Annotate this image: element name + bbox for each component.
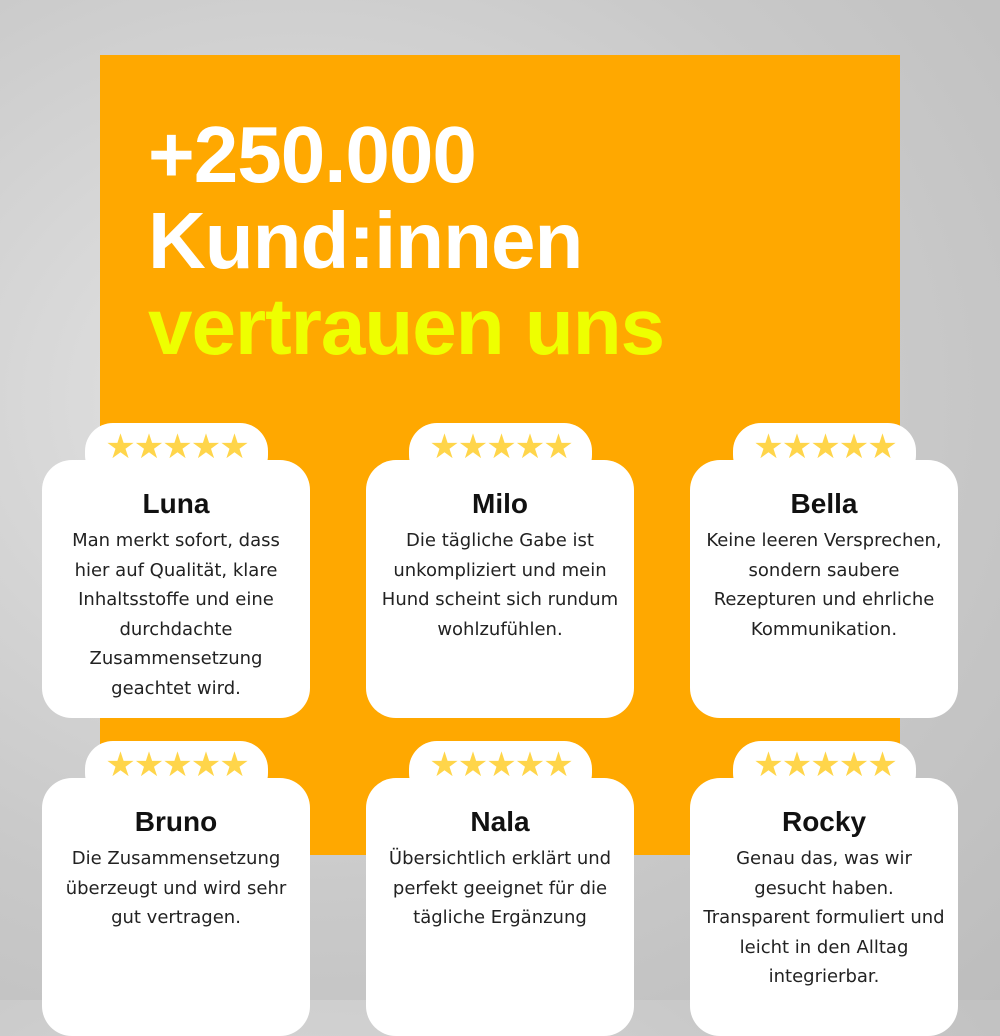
reviewer-name: Milo (472, 488, 528, 519)
review-text: Man merkt sofort, dass hier auf Qualität… (72, 530, 280, 699)
review-text: Die tägliche Gabe ist unkompliziert und … (381, 530, 619, 640)
headline: +250.000 Kund:innen vertrauen uns (148, 110, 665, 371)
review-card: Bruno Die Zusammensetzung überzeugt und … (42, 778, 310, 1036)
review-card: Luna Man merkt sofort, dass hier auf Qua… (42, 460, 310, 718)
reviewer-name: Nala (470, 806, 530, 837)
review-text: Keine leeren Versprechen, sondern sauber… (706, 530, 942, 640)
five-stars-icon: ★★★★★ (105, 746, 249, 784)
reviewer-name: Luna (142, 488, 210, 519)
headline-count: +250.000 (148, 110, 477, 199)
five-stars-icon: ★★★★★ (105, 428, 249, 466)
reviewer-name: Bella (790, 488, 858, 519)
review-card: Rocky Genau das, was wir gesucht haben. … (690, 778, 958, 1036)
review-card: Bella Keine leeren Versprechen, sondern … (690, 460, 958, 718)
review-text: Genau das, was wir gesucht haben. Transp… (703, 848, 945, 987)
review-card: Nala Übersichtlich erklärt und perfekt g… (366, 778, 634, 1036)
five-stars-icon: ★★★★★ (429, 746, 573, 784)
headline-trust: vertrauen uns (148, 282, 665, 371)
review-text: Die Zusammensetzung überzeugt und wird s… (65, 848, 287, 928)
review-card: Milo Die tägliche Gabe ist unkompliziert… (366, 460, 634, 718)
review-text: Übersichtlich erklärt und perfekt geeign… (388, 848, 612, 928)
five-stars-icon: ★★★★★ (753, 428, 897, 466)
reviewer-name: Rocky (781, 806, 867, 837)
reviewer-name: Bruno (134, 806, 218, 837)
five-stars-icon: ★★★★★ (429, 428, 573, 466)
headline-customers: Kund:innen (148, 196, 583, 285)
five-stars-icon: ★★★★★ (753, 746, 897, 784)
